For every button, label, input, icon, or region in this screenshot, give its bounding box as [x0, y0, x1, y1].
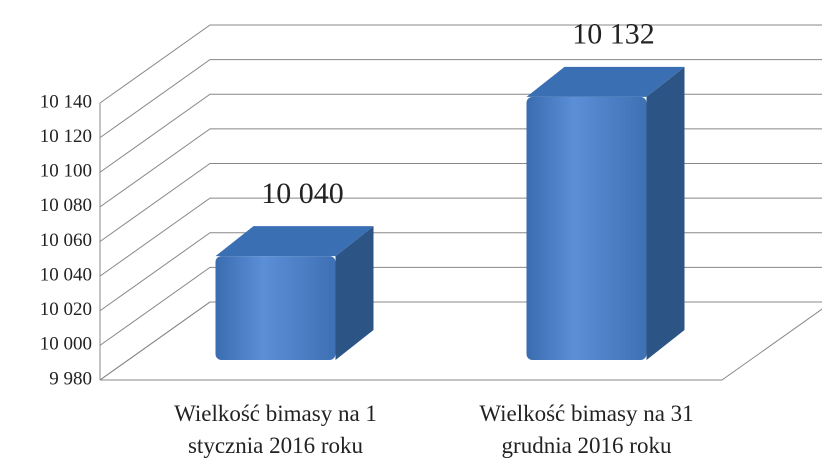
y-tick-label: 10 080	[40, 195, 92, 216]
bar-top	[215, 226, 374, 257]
y-tick-label: 10 140	[40, 91, 92, 112]
grid-line	[99, 197, 822, 277]
value-label: 10 132	[572, 18, 655, 51]
x-tick-label: Wielkość bimasy na 31 grudnia 2016 roku	[479, 401, 694, 458]
grid-line	[99, 128, 822, 208]
grid-line	[99, 59, 822, 139]
bar-top	[526, 66, 685, 97]
x-tick-label: Wielkość bimasy na 1 stycznia 2016 roku	[174, 401, 377, 458]
y-tick-label: 10 000	[40, 334, 92, 355]
y-tick-label: 10 120	[40, 126, 92, 147]
bar	[215, 256, 336, 360]
grid-line	[99, 24, 822, 104]
grid-line	[99, 301, 822, 381]
grid-line	[99, 93, 822, 173]
y-tick-label: 10 060	[40, 230, 92, 251]
y-tick-label: 10 040	[40, 264, 92, 285]
floor	[99, 301, 822, 381]
bar-side	[646, 66, 685, 360]
bar-side	[335, 226, 374, 360]
y-tick-label: 9 980	[49, 368, 92, 389]
bar	[526, 96, 647, 360]
grid-line	[99, 266, 822, 346]
grid-line	[99, 232, 822, 312]
y-tick-label: 10 020	[40, 299, 92, 320]
y-tick-label: 10 100	[40, 161, 92, 182]
value-label: 10 040	[261, 177, 344, 210]
grid-line	[99, 163, 822, 242]
